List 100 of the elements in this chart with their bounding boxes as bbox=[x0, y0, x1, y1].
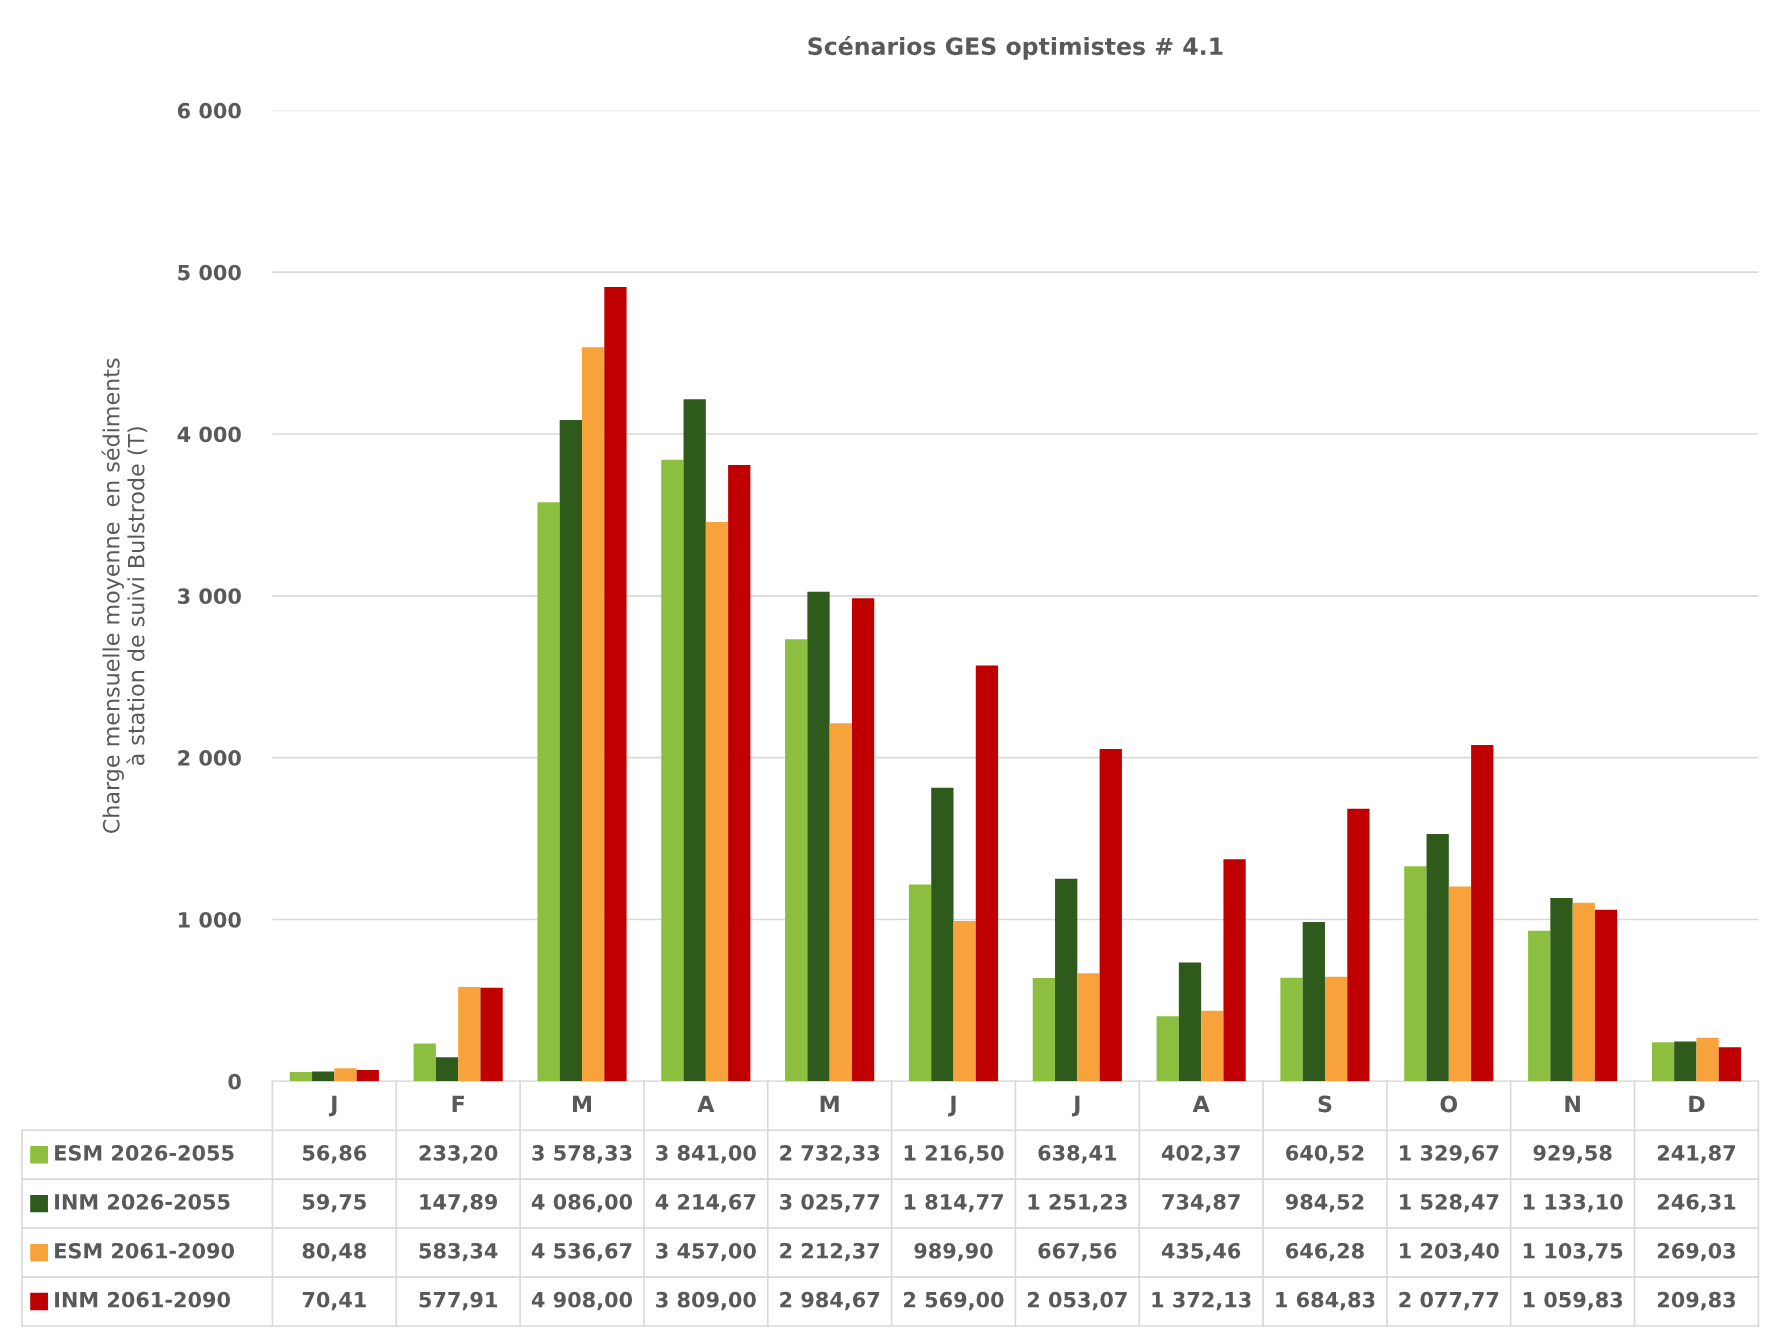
bar bbox=[604, 287, 627, 1082]
x-tick-label: M bbox=[572, 1095, 592, 1113]
bar bbox=[356, 1069, 379, 1082]
data-label: 1 059,83 bbox=[1523, 1291, 1623, 1311]
bar bbox=[289, 1072, 313, 1082]
bar bbox=[1302, 921, 1325, 1082]
data-label: 989,90 bbox=[914, 1242, 993, 1262]
data-label: 4 908,00 bbox=[531, 1291, 633, 1311]
bar bbox=[480, 987, 503, 1082]
bar bbox=[953, 921, 976, 1082]
bar bbox=[1594, 909, 1618, 1082]
data-label: 638,41 bbox=[1038, 1144, 1117, 1164]
bar bbox=[1448, 886, 1472, 1082]
legend-label: ESM 2026-2055 bbox=[55, 1144, 234, 1161]
data-label: 435,46 bbox=[1161, 1242, 1241, 1262]
x-tick-label: J bbox=[1071, 1095, 1080, 1117]
x-tick-label: D bbox=[1689, 1095, 1705, 1113]
x-tick-label: S bbox=[1318, 1095, 1332, 1113]
bar bbox=[1471, 745, 1494, 1082]
bar bbox=[312, 1071, 335, 1082]
x-tick-label: J bbox=[948, 1095, 956, 1117]
bar bbox=[1032, 977, 1056, 1082]
y-tick-label: 6 000 bbox=[177, 102, 241, 119]
x-tick-label: M bbox=[820, 1095, 839, 1113]
y-tick-label: 3 000 bbox=[178, 588, 241, 605]
bar bbox=[1404, 866, 1427, 1082]
data-label: 4 086,00 bbox=[531, 1193, 633, 1213]
data-label: 59,75 bbox=[303, 1193, 366, 1213]
y-axis-title: Charge mensuelle moyenne en sédiments à station de suivi Bulstrode (T) bbox=[101, 358, 148, 833]
y-tick-label: 1 000 bbox=[178, 911, 241, 928]
bar bbox=[1651, 1042, 1675, 1082]
data-label: 269,03 bbox=[1657, 1242, 1736, 1262]
x-tick-label: A bbox=[1192, 1095, 1210, 1113]
bar bbox=[1550, 897, 1573, 1082]
data-label: 577,91 bbox=[419, 1291, 497, 1311]
data-label: 3 809,00 bbox=[656, 1291, 756, 1311]
data-label: 1 216,50 bbox=[904, 1144, 1004, 1164]
data-label: 402,37 bbox=[1161, 1144, 1240, 1164]
bar bbox=[1223, 859, 1246, 1082]
bar bbox=[1099, 749, 1122, 1082]
data-label: 929,58 bbox=[1533, 1144, 1612, 1164]
data-label: 734,87 bbox=[1162, 1193, 1240, 1213]
x-tick-label: J bbox=[328, 1095, 337, 1117]
data-label: 2 212,37 bbox=[780, 1242, 880, 1262]
data-label: 4 214,67 bbox=[655, 1193, 756, 1213]
bar bbox=[435, 1057, 459, 1082]
data-label: 1 133,10 bbox=[1523, 1193, 1623, 1213]
x-tick-label: F bbox=[452, 1095, 464, 1113]
bar bbox=[1324, 976, 1348, 1082]
bar bbox=[1696, 1037, 1719, 1082]
data-label: 2 732,33 bbox=[780, 1144, 880, 1164]
data-label: 3 457,00 bbox=[656, 1242, 756, 1262]
bar bbox=[683, 399, 706, 1082]
bar bbox=[785, 639, 808, 1082]
y-tick-label: 5 000 bbox=[178, 264, 241, 281]
bar bbox=[334, 1068, 357, 1082]
bar bbox=[931, 787, 954, 1082]
data-label: 646,28 bbox=[1286, 1242, 1364, 1262]
data-label: 1 814,77 bbox=[904, 1193, 1003, 1213]
bar bbox=[1178, 962, 1202, 1082]
bar bbox=[537, 502, 560, 1082]
data-label: 56,86 bbox=[303, 1144, 367, 1164]
data-label: 2 077,77 bbox=[1399, 1291, 1499, 1311]
data-label: 4 536,67 bbox=[531, 1242, 632, 1262]
bar bbox=[1718, 1047, 1742, 1082]
data-label: 640,52 bbox=[1286, 1144, 1364, 1164]
bar bbox=[705, 521, 729, 1082]
data-label: 1 684,83 bbox=[1276, 1291, 1375, 1311]
legend-label: INM 2026-2055 bbox=[55, 1193, 230, 1210]
bar bbox=[807, 591, 830, 1082]
bar bbox=[1077, 973, 1100, 1082]
data-label: 233,20 bbox=[419, 1144, 498, 1164]
y-tick-label: 4 000 bbox=[177, 426, 241, 443]
bar bbox=[458, 986, 481, 1082]
bar bbox=[1572, 902, 1595, 1082]
data-label: 667,56 bbox=[1038, 1242, 1117, 1262]
x-tick-label: O bbox=[1440, 1095, 1458, 1113]
bar bbox=[851, 598, 875, 1082]
data-label: 147,89 bbox=[420, 1193, 498, 1213]
bar bbox=[975, 665, 999, 1082]
x-tick-label: N bbox=[1565, 1095, 1580, 1113]
bar bbox=[1156, 1016, 1179, 1082]
data-label: 2 569,00 bbox=[904, 1291, 1004, 1311]
data-label: 2 984,67 bbox=[780, 1291, 880, 1311]
data-label: 80,48 bbox=[302, 1242, 366, 1262]
bar bbox=[829, 723, 852, 1082]
bar bbox=[908, 884, 932, 1082]
x-tick-label: A bbox=[697, 1095, 715, 1113]
data-label: 1 251,23 bbox=[1028, 1193, 1127, 1213]
bar bbox=[1426, 833, 1449, 1082]
data-label: 1 103,75 bbox=[1523, 1242, 1623, 1262]
bar bbox=[728, 464, 751, 1082]
data-label: 1 372,13 bbox=[1152, 1291, 1251, 1311]
data-label: 3 841,00 bbox=[656, 1144, 756, 1164]
y-tick-label: 2 000 bbox=[178, 750, 241, 766]
data-label: 209,83 bbox=[1657, 1291, 1736, 1311]
legend-label: INM 2061-2090 bbox=[55, 1291, 230, 1308]
data-label: 3 578,33 bbox=[532, 1144, 632, 1164]
data-label: 3 025,77 bbox=[779, 1193, 880, 1213]
y-tick-label: 0 bbox=[228, 1073, 241, 1090]
